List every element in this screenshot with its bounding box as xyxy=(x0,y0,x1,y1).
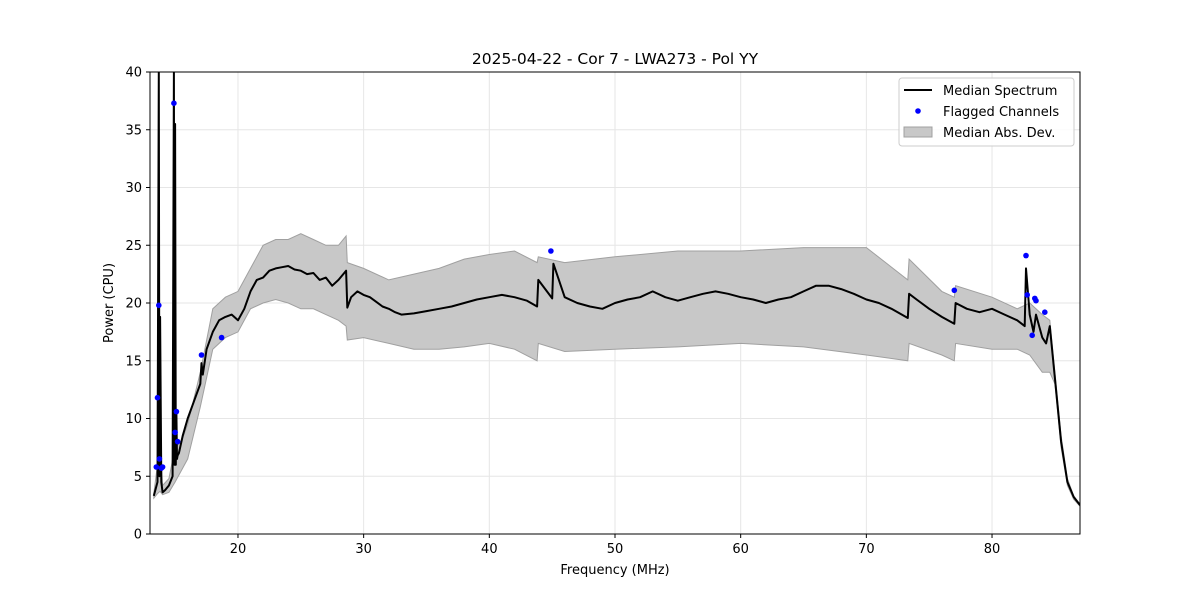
y-tick-label: 15 xyxy=(125,354,142,369)
flagged-channel-point xyxy=(1042,309,1048,316)
y-tick-label: 35 xyxy=(125,123,142,138)
flagged-channel-point xyxy=(173,408,180,415)
y-tick-label: 20 xyxy=(125,297,142,312)
flagged-channel-point xyxy=(1033,297,1039,304)
chart-title: 2025-04-22 - Cor 7 - LWA273 - Pol YY xyxy=(472,50,759,68)
flagged-channel-point xyxy=(548,248,554,254)
flagged-channel-point xyxy=(153,464,160,470)
y-tick-label: 40 xyxy=(125,66,142,81)
y-tick-label: 0 xyxy=(134,528,142,543)
legend-mad-swatch xyxy=(903,126,933,138)
flagged-points-layer xyxy=(153,100,1048,472)
legend-flagged-swatch xyxy=(915,108,921,114)
median-spectrum-line xyxy=(152,72,1080,506)
x-tick-label: 40 xyxy=(481,542,498,557)
y-tick-label: 5 xyxy=(134,470,142,485)
flagged-channel-point xyxy=(1029,332,1035,339)
x-tick-label: 70 xyxy=(858,542,875,557)
y-axis-label: Power (CPU) xyxy=(102,263,117,343)
flagged-channel-point xyxy=(171,100,177,106)
legend-mad-label: Median Abs. Dev. xyxy=(943,126,1055,141)
x-tick-label: 20 xyxy=(230,542,247,557)
x-tick-label: 50 xyxy=(607,542,624,557)
flagged-channel-point xyxy=(1024,292,1030,298)
legend-box xyxy=(898,77,1075,147)
flagged-channel-point xyxy=(218,334,225,341)
flagged-channel-point xyxy=(951,287,958,294)
y-axis: 0 5 10 15 20 25 30 35 40 xyxy=(125,66,150,543)
y-tick-label: 30 xyxy=(125,181,142,196)
flagged-channel-point xyxy=(156,302,162,309)
flagged-channel-point xyxy=(172,429,178,436)
flagged-channel-point xyxy=(174,438,181,445)
x-axis-label: Frequency (MHz) xyxy=(560,563,669,578)
x-tick-label: 60 xyxy=(732,542,749,557)
flagged-channel-point xyxy=(154,394,161,401)
x-axis: 20 30 40 50 60 70 80 xyxy=(230,534,1001,557)
x-tick-label: 30 xyxy=(355,542,372,557)
flagged-channel-point xyxy=(156,456,163,462)
legend-flagged-label: Flagged Channels xyxy=(943,105,1059,120)
mad-band-layer xyxy=(153,175,1080,508)
legend-median-label: Median Spectrum xyxy=(943,84,1057,99)
y-tick-label: 25 xyxy=(125,239,142,254)
flagged-channel-point xyxy=(1023,252,1029,259)
y-tick-label: 10 xyxy=(125,412,142,427)
legend: Median Spectrum Flagged Channels Median … xyxy=(898,77,1075,147)
mad-band xyxy=(153,175,1080,508)
x-tick-label: 80 xyxy=(984,542,1001,557)
flagged-channel-point xyxy=(198,352,205,358)
flagged-channel-point xyxy=(159,464,166,470)
median-line-layer xyxy=(152,72,1080,506)
